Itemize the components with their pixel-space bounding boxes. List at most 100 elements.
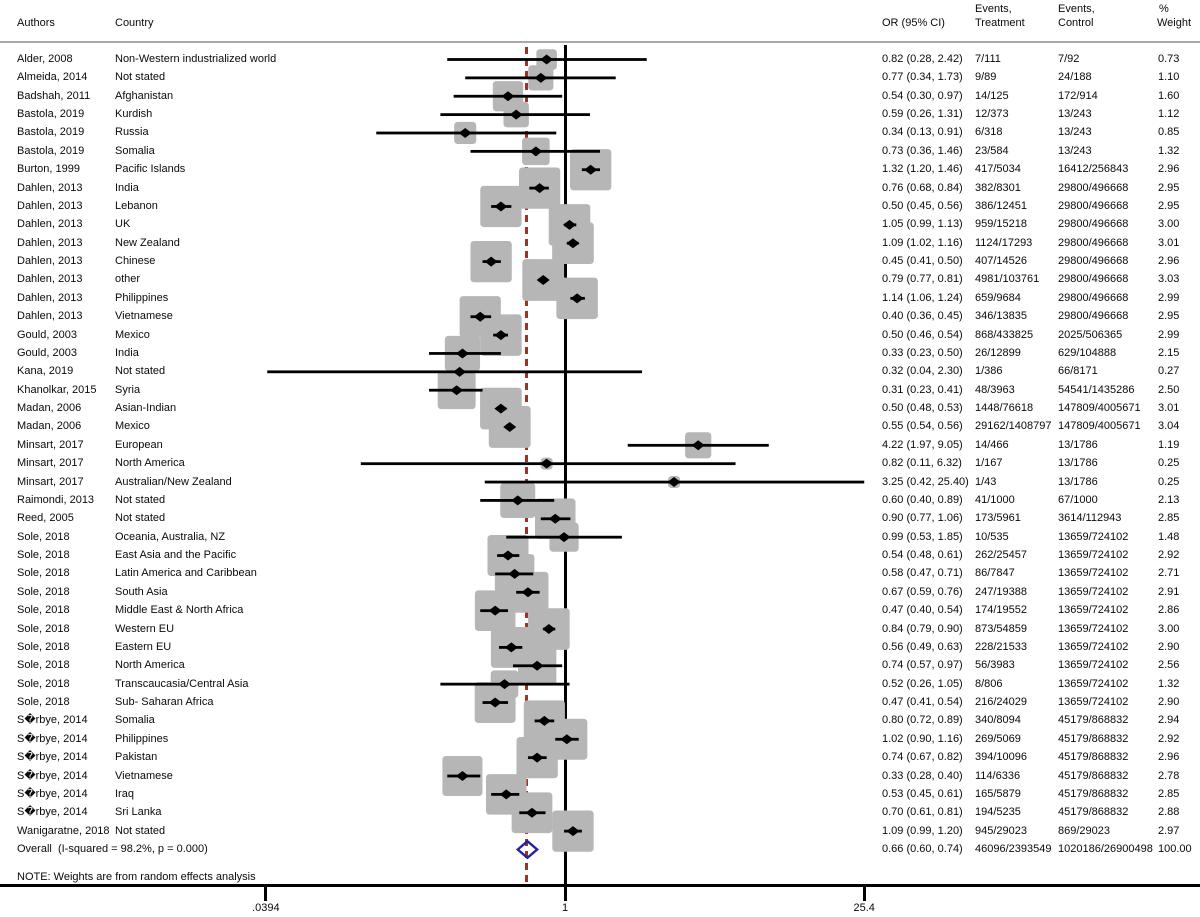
country-cell: European [115, 438, 163, 451]
overall-events-control-cell: 1020186/26900498 [1058, 842, 1153, 855]
weight-cell: 3.00 [1158, 218, 1180, 231]
events-control-cell: 13659/724102 [1058, 567, 1129, 580]
events-control-cell: 45179/868832 [1058, 732, 1129, 745]
author-cell: Gould, 2003 [17, 346, 77, 359]
author-cell: Dahlen, 2013 [17, 181, 83, 194]
events-treatment-cell: 86/7847 [975, 567, 1015, 580]
point-estimate-marker [525, 807, 539, 818]
country-cell: Latin America and Caribbean [115, 567, 257, 580]
events-treatment-cell: 868/433825 [975, 328, 1034, 341]
point-estimate-marker [584, 164, 598, 175]
point-estimate-marker [540, 458, 554, 469]
or-ci-cell: 0.31 (0.23, 0.41) [882, 383, 963, 396]
events-treatment-cell: 407/14526 [975, 255, 1027, 268]
point-estimate-marker [450, 385, 464, 396]
weight-cell: 3.04 [1158, 420, 1180, 433]
or-ci-cell: 0.32 (0.04, 2.30) [882, 365, 963, 378]
author-cell: Raimondi, 2013 [17, 493, 95, 506]
events-control-cell: 13659/724102 [1058, 549, 1129, 562]
point-estimate-marker [488, 605, 502, 616]
author-cell: Sole, 2018 [17, 659, 70, 672]
point-estimate-marker [488, 697, 502, 708]
country-cell: Not stated [115, 71, 166, 84]
events-control-cell: 29800/496668 [1058, 273, 1129, 286]
author-cell: Dahlen, 2013 [17, 310, 83, 323]
point-estimate-marker [458, 127, 472, 138]
events-control-cell: 13659/724102 [1058, 530, 1129, 543]
events-control-cell: 13659/724102 [1058, 622, 1129, 635]
axis-tick [862, 887, 866, 901]
or-ci-cell: 0.74 (0.67, 0.82) [882, 751, 963, 764]
country-cell: Pacific Islands [115, 163, 186, 176]
axis-tick-label: 25.4 [853, 902, 875, 914]
author-cell: Bastola, 2019 [17, 126, 85, 139]
events-treatment-cell: 1448/76618 [975, 402, 1034, 415]
country-cell: Australian/New Zealand [115, 475, 232, 488]
point-estimate-marker [691, 440, 705, 451]
column-header-weight: Weight [1157, 17, 1192, 29]
author-cell: Minsart, 2017 [17, 475, 84, 488]
point-estimate-marker [570, 293, 584, 304]
author-cell: Sole, 2018 [17, 677, 70, 690]
or-ci-cell: 0.82 (0.11, 6.32) [882, 457, 962, 470]
weight-cell: 2.96 [1158, 255, 1180, 268]
overall-events-treatment-cell: 46096/2393549 [975, 842, 1052, 855]
or-ci-cell: 0.54 (0.30, 0.97) [882, 89, 963, 102]
events-control-cell: 45179/868832 [1058, 751, 1129, 764]
events-control-cell: 67/1000 [1058, 493, 1098, 506]
weight-cell: 0.25 [1158, 457, 1180, 470]
weight-cell: 2.97 [1158, 824, 1180, 837]
events-control-cell: 45179/868832 [1058, 714, 1129, 727]
author-cell: Dahlen, 2013 [17, 255, 83, 268]
or-ci-cell: 0.79 (0.77, 0.81) [882, 273, 963, 286]
author-cell: Dahlen, 2013 [17, 291, 83, 304]
author-cell: S�rbye, 2014 [17, 732, 88, 745]
country-cell: Not stated [115, 493, 166, 506]
author-cell: Sole, 2018 [17, 585, 70, 598]
events-treatment-cell: 8/806 [975, 677, 1003, 690]
point-estimate-marker [534, 72, 548, 83]
events-treatment-cell: 29162/1408797 [975, 420, 1052, 433]
events-treatment-cell: 959/15218 [975, 218, 1027, 231]
or-ci-cell: 0.50 (0.45, 0.56) [882, 199, 963, 212]
or-ci-cell: 1.02 (0.90, 1.16) [882, 732, 963, 745]
country-cell: India [115, 346, 139, 359]
axis-tick-label: 1 [561, 902, 569, 914]
point-estimate-marker [455, 771, 469, 782]
point-estimate-marker [563, 219, 577, 230]
weight-cell: 2.86 [1158, 604, 1180, 617]
column-header-authors: Authors [17, 17, 55, 29]
header-separator-line [0, 41, 1200, 43]
author-cell: Kana, 2019 [17, 365, 74, 378]
or-ci-cell: 3.25 (0.42, 25.40) [882, 475, 969, 488]
point-estimate-marker [509, 109, 523, 120]
author-cell: Minsart, 2017 [17, 438, 84, 451]
weight-cell: 1.32 [1158, 677, 1180, 690]
country-cell: Iraq [115, 787, 134, 800]
events-treatment-cell: 14/466 [975, 438, 1009, 451]
or-ci-cell: 0.59 (0.26, 1.31) [882, 108, 963, 121]
events-treatment-cell: 26/12899 [975, 346, 1021, 359]
events-control-cell: 13659/724102 [1058, 604, 1129, 617]
weight-cell: 2.95 [1158, 310, 1180, 323]
events-control-cell: 7/92 [1058, 53, 1080, 65]
point-estimate-marker [499, 789, 513, 800]
point-estimate-marker [537, 715, 551, 726]
events-treatment-cell: 56/3983 [975, 659, 1015, 672]
weight-cell: 2.88 [1158, 806, 1180, 819]
country-cell: South Asia [115, 585, 168, 598]
point-estimate-marker [560, 734, 574, 745]
events-treatment-cell: 386/12451 [975, 199, 1027, 212]
events-treatment-cell: 346/13835 [975, 310, 1027, 323]
author-cell: S�rbye, 2014 [17, 714, 88, 727]
or-ci-cell: 0.58 (0.47, 0.71) [882, 567, 963, 580]
events-treatment-cell: 659/9684 [975, 291, 1021, 304]
weight-cell: 2.96 [1158, 751, 1180, 764]
country-cell: Mexico [115, 328, 150, 341]
author-cell: S�rbye, 2014 [17, 769, 88, 782]
point-estimate-marker [536, 274, 550, 285]
column-header-events-treatment-2: Treatment [975, 17, 1025, 29]
events-treatment-cell: 9/89 [975, 71, 997, 84]
point-estimate-marker [566, 826, 580, 837]
events-control-cell: 13/243 [1058, 144, 1092, 157]
